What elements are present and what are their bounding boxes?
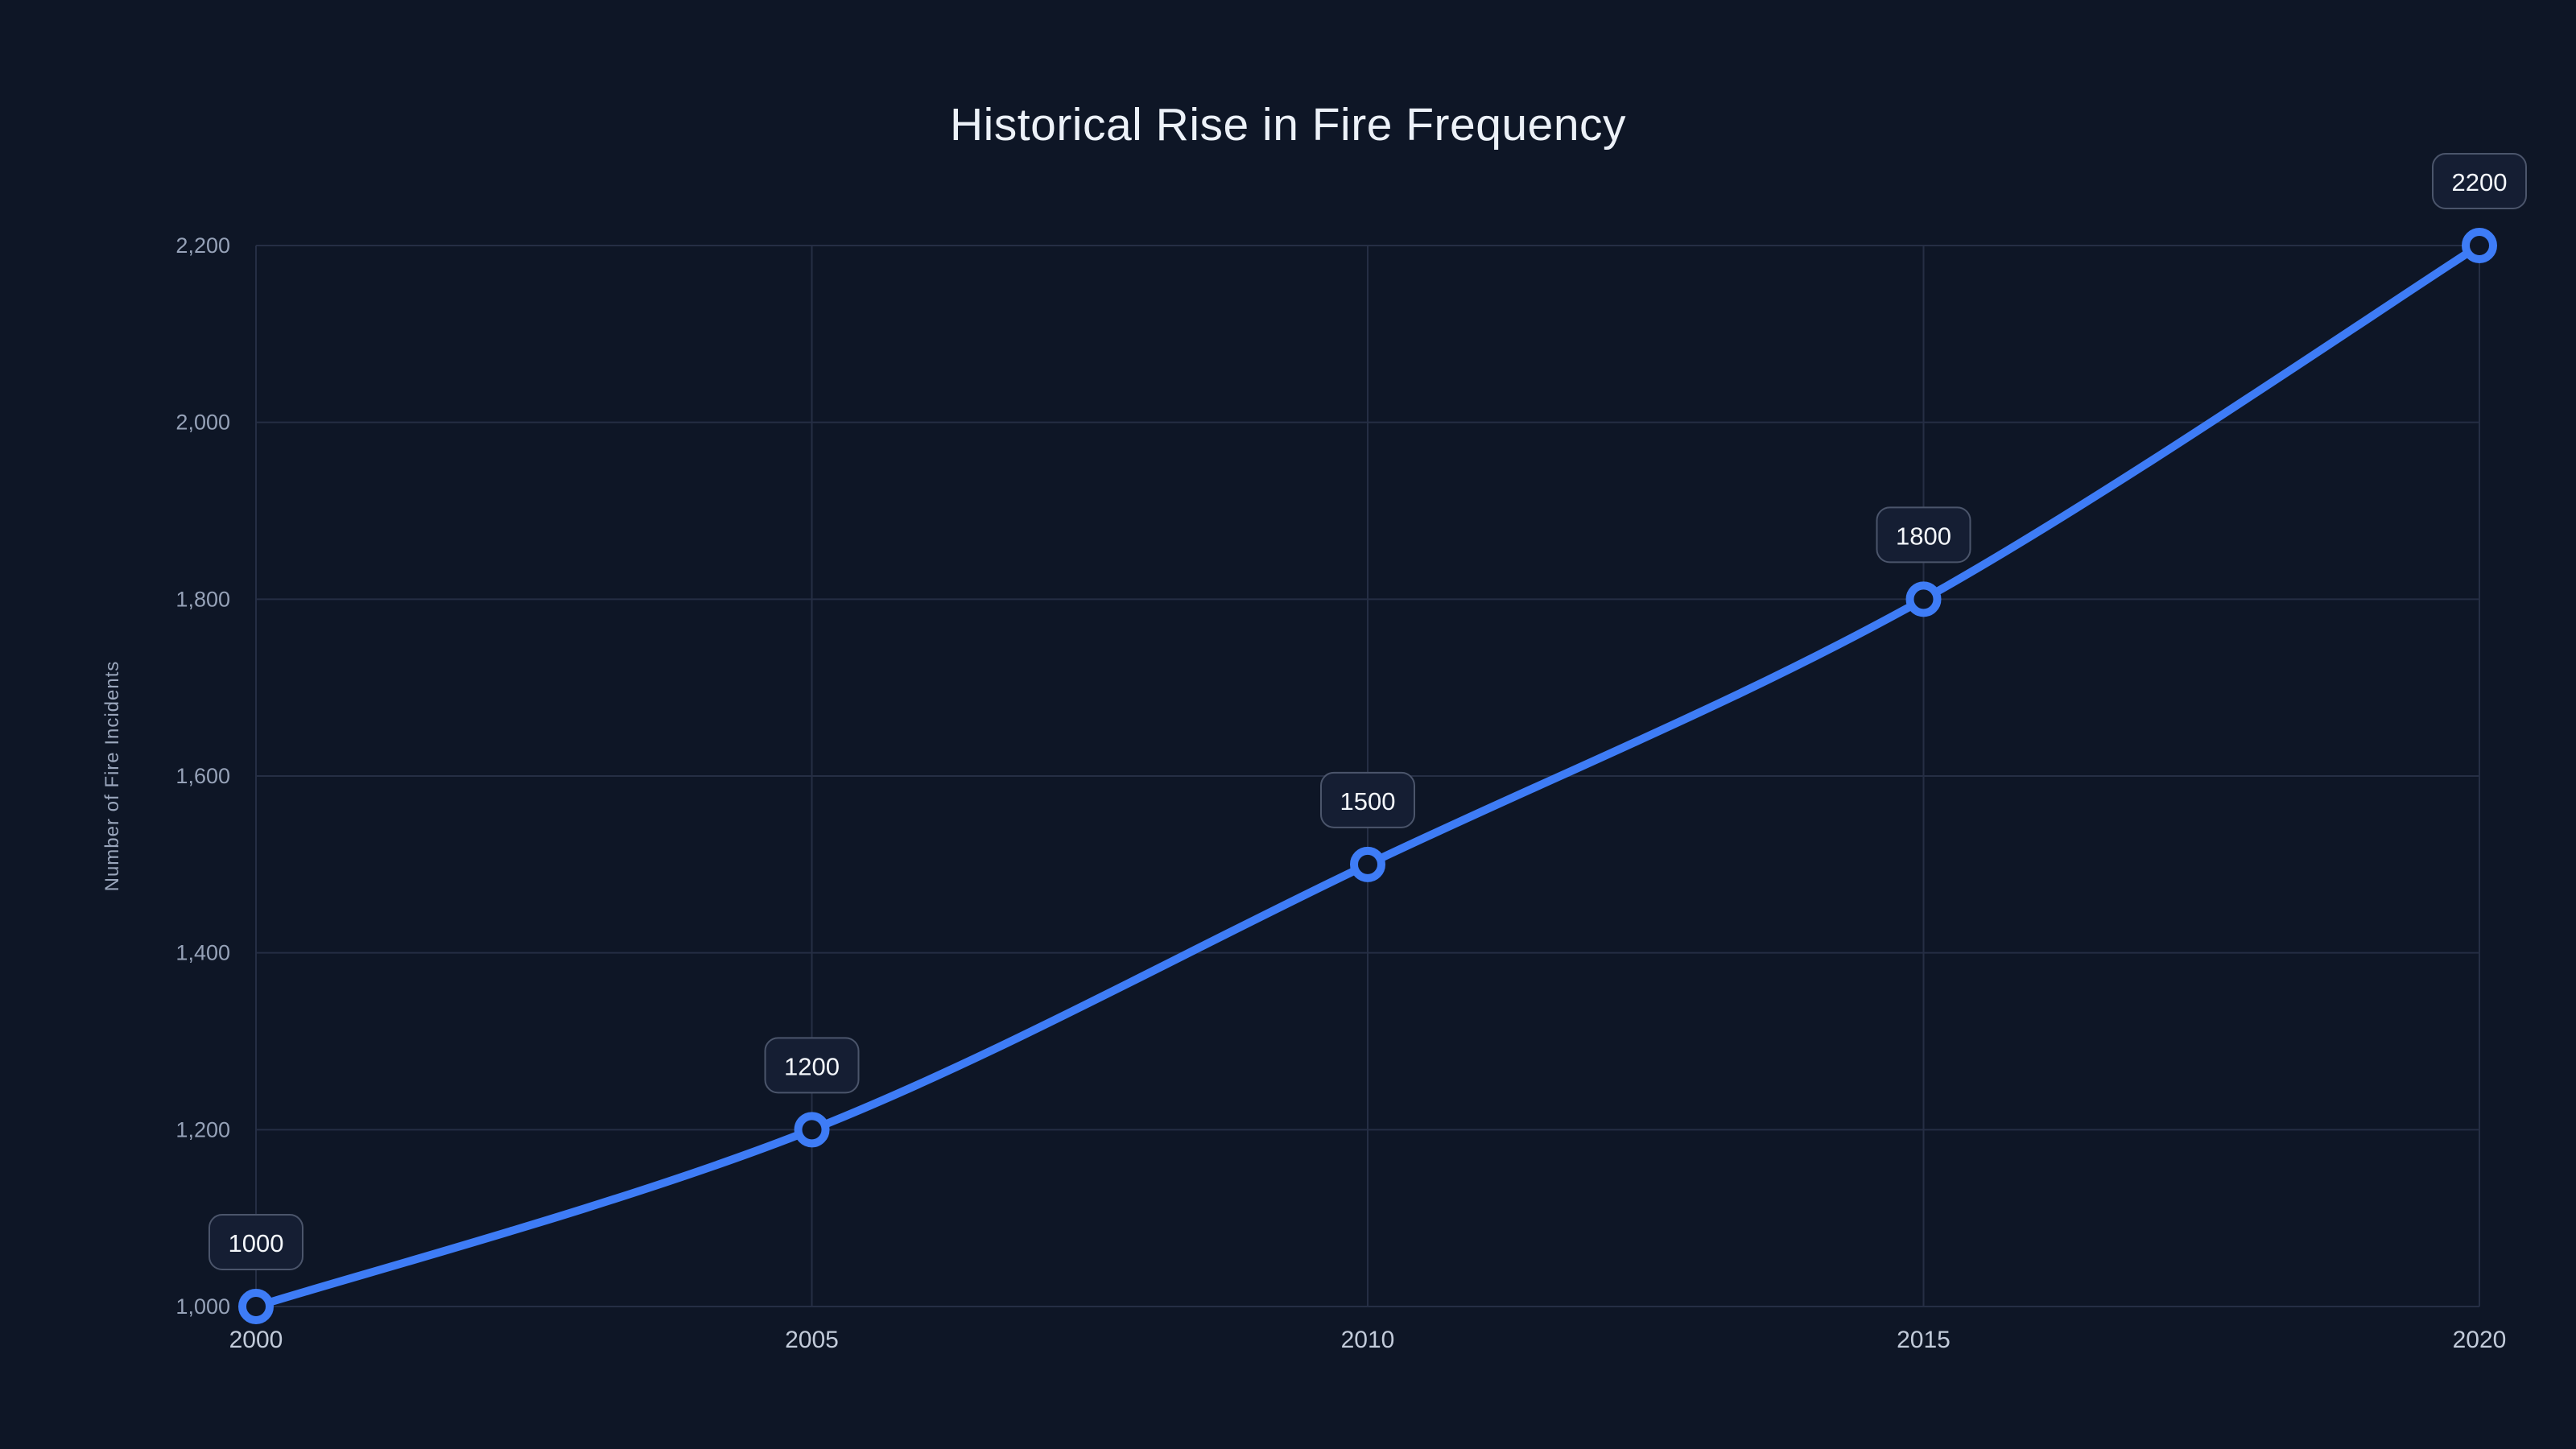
point-label-text: 1200 [784,1052,840,1080]
data-point-marker[interactable] [1350,846,1385,882]
data-point-marker[interactable] [2462,228,2497,263]
x-tick-label: 2005 [785,1327,839,1353]
y-tick-label: 1,200 [175,1117,230,1141]
data-point-marker[interactable] [238,1289,274,1324]
point-label-badge [1876,506,1971,564]
y-tick-label: 1,400 [175,941,230,965]
x-tick-label: 2010 [1341,1327,1395,1353]
x-tick-label: 2015 [1897,1327,1951,1353]
point-label-text: 1800 [1896,522,1951,550]
data-point-marker[interactable] [1905,581,1942,617]
point-label-text: 2200 [2452,168,2508,196]
y-tick-label: 1,000 [175,1294,230,1319]
point-label-badge [764,1037,860,1094]
chart-title: Historical Rise in Fire Frequency [949,99,1627,151]
x-tick-label: 2020 [2453,1327,2507,1353]
y-tick-label: 1,800 [175,587,230,611]
point-label-text: 1500 [1340,787,1396,815]
point-label-badge [208,1214,303,1270]
point-label-badge [2432,153,2527,209]
y-axis-title: Number of Fire Incidents [101,661,123,892]
x-tick-label: 2000 [229,1327,283,1353]
y-tick-label: 2,200 [175,233,230,258]
y-tick-label: 2,000 [175,411,230,435]
data-point-marker[interactable] [794,1112,830,1148]
point-label-badge [1320,771,1415,828]
point-label-text: 1000 [229,1229,284,1257]
y-tick-label: 1,600 [175,764,230,788]
